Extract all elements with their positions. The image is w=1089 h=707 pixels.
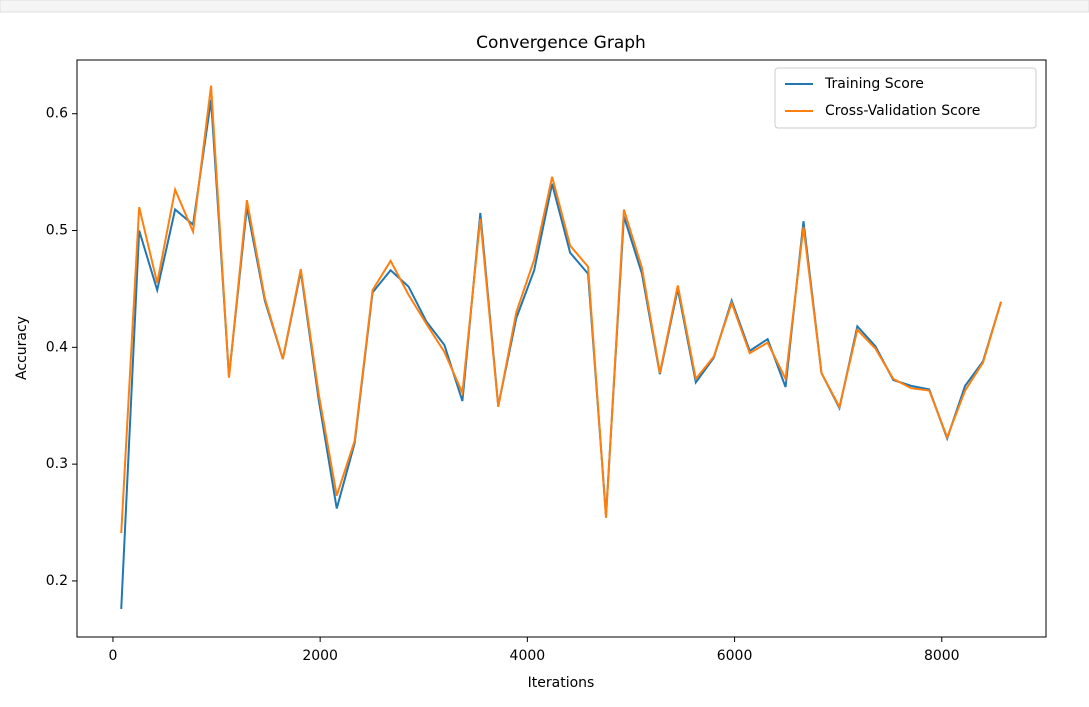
y-tick-label: 0.6 [46, 106, 68, 122]
y-tick-label: 0.4 [46, 339, 68, 355]
x-tick-label: 4000 [510, 648, 546, 664]
legend-label: Cross-Validation Score [825, 103, 980, 119]
y-tick-label: 0.5 [46, 223, 68, 239]
series-line [120, 99, 1002, 610]
x-tick-label: 0 [108, 648, 117, 664]
y-axis-label: Accuracy [14, 316, 30, 380]
x-axis-label: Iterations [528, 675, 595, 691]
axes-frame [76, 59, 1047, 638]
y-tick-label: 0.3 [46, 456, 68, 472]
x-tick-label: 8000 [924, 648, 960, 664]
x-tick-label: 2000 [302, 648, 338, 664]
y-tick-label: 0.2 [46, 573, 68, 589]
legend-box [774, 67, 1037, 129]
chart-title: Convergence Graph [476, 33, 646, 53]
cell-border [0, 0, 1089, 13]
legend-label: Training Score [824, 76, 924, 92]
series-line [120, 85, 1002, 534]
x-tick-label: 6000 [717, 648, 753, 664]
